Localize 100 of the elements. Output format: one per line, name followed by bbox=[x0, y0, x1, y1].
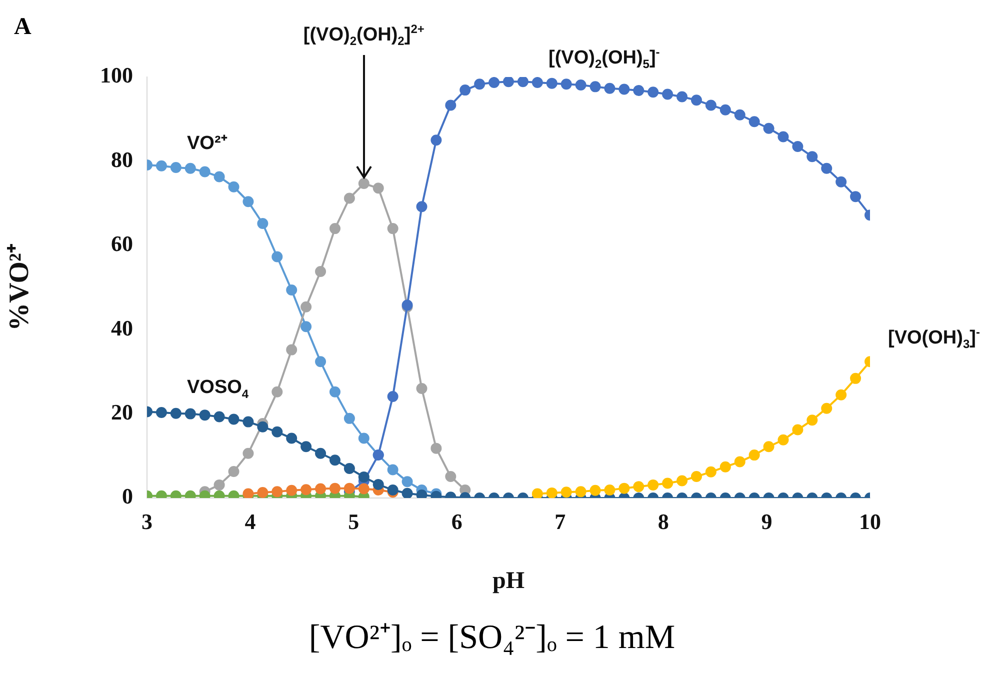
point bbox=[575, 80, 586, 90]
point bbox=[242, 448, 254, 459]
chart-title: A bbox=[14, 14, 32, 41]
point bbox=[329, 223, 340, 234]
x-tick-label: 8 bbox=[658, 508, 669, 534]
point bbox=[474, 78, 486, 90]
y-tick-label: 100 bbox=[100, 62, 133, 88]
point bbox=[590, 484, 601, 496]
point bbox=[416, 490, 428, 498]
point bbox=[778, 434, 789, 446]
point bbox=[315, 448, 326, 459]
point bbox=[575, 486, 586, 498]
point bbox=[329, 386, 340, 398]
point bbox=[532, 488, 543, 498]
point bbox=[286, 432, 298, 444]
point bbox=[156, 407, 167, 418]
point bbox=[242, 416, 254, 428]
point bbox=[705, 466, 716, 478]
y-tick-label: 0 bbox=[122, 484, 133, 509]
point bbox=[662, 88, 674, 100]
point bbox=[690, 94, 702, 106]
annotation: [(VO)$_{2}$(OH)$_{2}$]$^{2+}$ bbox=[303, 22, 424, 48]
point bbox=[705, 100, 716, 111]
point bbox=[402, 488, 413, 498]
point bbox=[763, 441, 774, 452]
point bbox=[460, 84, 471, 96]
point bbox=[387, 391, 398, 402]
point bbox=[445, 471, 456, 482]
point bbox=[228, 181, 240, 192]
point bbox=[300, 484, 312, 496]
point bbox=[329, 482, 340, 494]
point bbox=[387, 484, 398, 496]
point bbox=[344, 463, 355, 474]
point bbox=[286, 484, 298, 496]
point bbox=[372, 182, 384, 194]
point bbox=[228, 466, 240, 477]
point bbox=[402, 476, 413, 488]
point bbox=[792, 140, 804, 152]
point bbox=[387, 464, 398, 476]
x-tick-label: 5 bbox=[348, 508, 360, 534]
point bbox=[604, 484, 616, 496]
point bbox=[315, 483, 326, 494]
point bbox=[387, 223, 398, 234]
point bbox=[618, 482, 630, 494]
point bbox=[560, 486, 572, 498]
y-tick-label: 40 bbox=[111, 315, 133, 340]
point bbox=[821, 162, 832, 174]
point bbox=[676, 475, 688, 486]
point bbox=[272, 386, 283, 398]
point bbox=[358, 432, 370, 444]
point bbox=[778, 131, 789, 142]
point bbox=[748, 116, 760, 128]
point bbox=[532, 77, 543, 88]
point bbox=[488, 77, 500, 88]
point bbox=[214, 171, 225, 182]
point bbox=[546, 78, 558, 89]
x-tick-label: 3 bbox=[142, 508, 152, 534]
point bbox=[286, 344, 298, 356]
point bbox=[242, 196, 254, 208]
point bbox=[734, 456, 746, 468]
point bbox=[690, 471, 702, 482]
point bbox=[199, 166, 210, 178]
point bbox=[214, 411, 225, 422]
point bbox=[358, 471, 370, 482]
point bbox=[170, 408, 182, 419]
point bbox=[315, 356, 326, 368]
point bbox=[792, 424, 804, 436]
point bbox=[156, 160, 167, 172]
point bbox=[214, 479, 225, 490]
point bbox=[272, 251, 283, 262]
series-label: [VO(OH)$_{3}$]$^{-}$ bbox=[888, 324, 980, 351]
point bbox=[720, 461, 731, 472]
point bbox=[763, 122, 774, 134]
point bbox=[184, 408, 196, 420]
point bbox=[720, 104, 731, 116]
point bbox=[315, 266, 326, 277]
point bbox=[503, 77, 514, 88]
point bbox=[546, 487, 558, 498]
point bbox=[618, 84, 630, 95]
point bbox=[590, 81, 601, 92]
point bbox=[806, 151, 818, 162]
point bbox=[272, 486, 283, 498]
point bbox=[633, 84, 644, 96]
point bbox=[358, 483, 370, 494]
point bbox=[372, 479, 384, 490]
text: [VO²⁺]ₒ = [SO₄²⁻]ₒ = 1 mM bbox=[308, 618, 676, 658]
point bbox=[662, 478, 674, 489]
point bbox=[633, 481, 644, 492]
series-label: VO²⁺ bbox=[187, 132, 227, 154]
point bbox=[445, 100, 456, 111]
point bbox=[850, 191, 862, 202]
point bbox=[228, 414, 240, 425]
point bbox=[170, 162, 182, 174]
point bbox=[806, 414, 818, 426]
x-tick-label: 9 bbox=[761, 508, 772, 534]
y-tick-label: 80 bbox=[111, 146, 133, 172]
point bbox=[300, 321, 312, 332]
series-label: [(VO)$_{2}$(OH)$_{5}$]$^{-}$ bbox=[548, 44, 660, 71]
point bbox=[300, 441, 312, 452]
y-axis-title: %VO²⁺ bbox=[4, 244, 36, 331]
